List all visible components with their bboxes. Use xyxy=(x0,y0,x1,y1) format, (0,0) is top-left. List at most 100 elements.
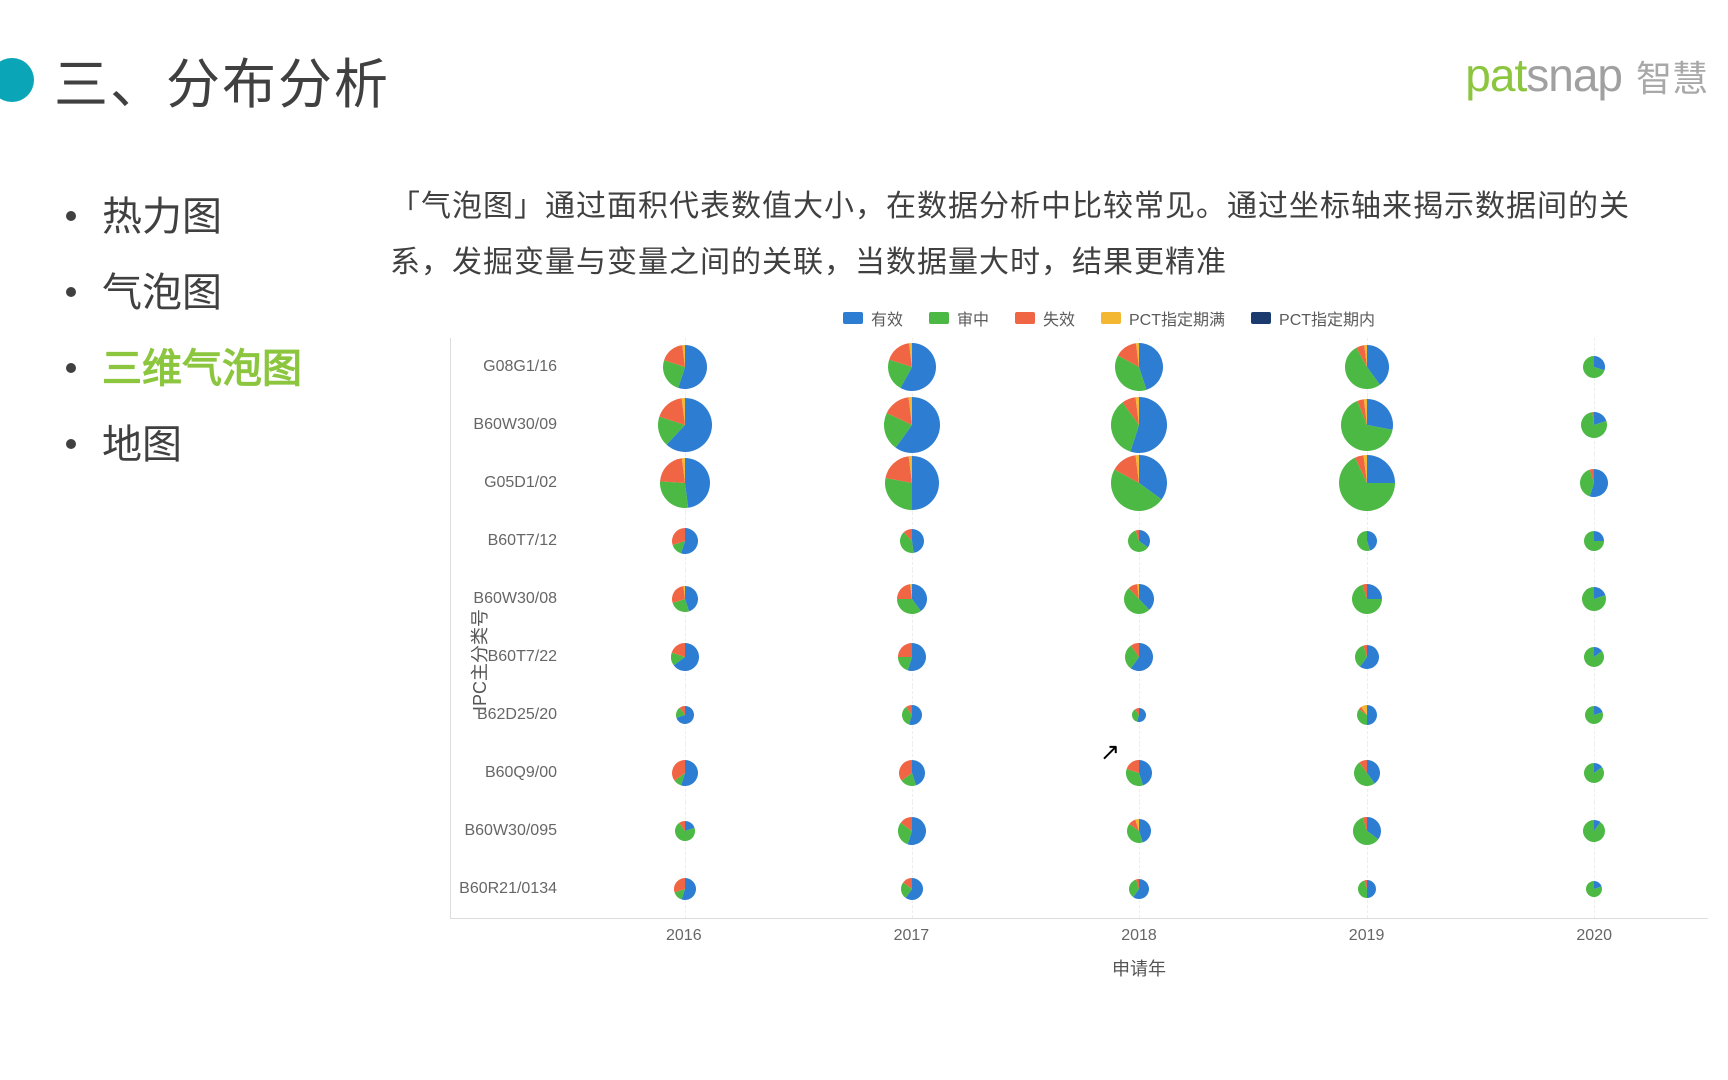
chart-cell[interactable] xyxy=(798,396,1025,454)
legend-item[interactable]: 有效 xyxy=(843,306,903,330)
y-axis-label: G05D1/02 xyxy=(451,474,571,492)
main: 「气泡图」通过面积代表数值大小，在数据分析中比较常见。通过坐标轴来揭示数据间的关… xyxy=(390,179,1728,1059)
chart-cell[interactable] xyxy=(1026,570,1253,628)
body: 热力图气泡图三维气泡图地图 「气泡图」通过面积代表数值大小，在数据分析中比较常见… xyxy=(0,129,1728,1059)
chart-cell[interactable] xyxy=(571,744,798,802)
chart-cell[interactable] xyxy=(1253,396,1480,454)
brand-cn: 智慧 xyxy=(1636,50,1708,102)
chart-cell[interactable] xyxy=(1026,628,1253,686)
chart-row-cells xyxy=(571,338,1708,396)
chart-cell[interactable] xyxy=(1253,860,1480,918)
legend-item[interactable]: 失效 xyxy=(1015,306,1075,330)
chart-cell[interactable] xyxy=(798,744,1025,802)
brand-part2: snap xyxy=(1526,48,1622,102)
chart-cell[interactable] xyxy=(1026,512,1253,570)
chart-cell[interactable] xyxy=(1481,686,1708,744)
x-axis-title: 申请年 xyxy=(450,955,1708,981)
chart-cell[interactable] xyxy=(1481,860,1708,918)
chart-cell[interactable] xyxy=(1481,396,1708,454)
chart-cell[interactable] xyxy=(1026,338,1253,396)
chart-row-cells xyxy=(571,744,1708,802)
chart-cell[interactable] xyxy=(571,628,798,686)
chart-cell[interactable] xyxy=(1253,512,1480,570)
chart-row: B60W30/09 xyxy=(451,396,1708,454)
chart-row: B60W30/095 xyxy=(451,802,1708,860)
chart-row-cells xyxy=(571,512,1708,570)
chart-cell[interactable] xyxy=(1481,454,1708,512)
legend-label: PCT指定期满 xyxy=(1129,306,1225,330)
sidebar-item[interactable]: 三维气泡图 xyxy=(60,331,390,407)
page-root: 三、分布分析 patsnap 智慧 热力图气泡图三维气泡图地图 「气泡图」通过面… xyxy=(0,0,1728,1080)
chart-cell[interactable] xyxy=(798,628,1025,686)
legend-swatch-icon xyxy=(1251,312,1271,324)
legend-swatch-icon xyxy=(1015,312,1035,324)
chart-cell[interactable] xyxy=(571,570,798,628)
y-axis-label: B60Q9/00 xyxy=(451,764,571,782)
chart-cell[interactable] xyxy=(798,454,1025,512)
chart-cell[interactable] xyxy=(1026,802,1253,860)
chart-cell[interactable] xyxy=(1481,744,1708,802)
sidebar-item[interactable]: 气泡图 xyxy=(60,255,390,331)
chart-cell[interactable] xyxy=(571,802,798,860)
legend-label: 失效 xyxy=(1043,306,1075,330)
chart-grid: G08G1/16 B60W30/09 G05D1/02 B60T7/12 B60W30/… xyxy=(450,338,1708,919)
chart-cell[interactable] xyxy=(1253,628,1480,686)
x-axis-label: 2018 xyxy=(1025,919,1253,945)
sidebar-item[interactable]: 热力图 xyxy=(60,179,390,255)
chart-area: 有效审中失效PCT指定期满PCT指定期内 IPC主分类号 G08G1/16B60… xyxy=(390,302,1708,1059)
chart-row-cells xyxy=(571,686,1708,744)
chart-cell[interactable] xyxy=(571,686,798,744)
x-axis-label: 2016 xyxy=(570,919,798,945)
chart-cell[interactable] xyxy=(1481,628,1708,686)
chart-cell[interactable] xyxy=(571,454,798,512)
chart-cell[interactable] xyxy=(798,512,1025,570)
sidebar: 热力图气泡图三维气泡图地图 xyxy=(60,179,390,1059)
sidebar-list: 热力图气泡图三维气泡图地图 xyxy=(60,179,390,483)
chart-cell[interactable] xyxy=(1253,570,1480,628)
chart-cell[interactable] xyxy=(571,338,798,396)
chart-row-cells xyxy=(571,628,1708,686)
chart-cell[interactable] xyxy=(798,686,1025,744)
chart-cell[interactable] xyxy=(1026,860,1253,918)
chart-cell[interactable] xyxy=(1253,454,1480,512)
chart-cell[interactable] xyxy=(1253,744,1480,802)
legend-item[interactable]: PCT指定期内 xyxy=(1251,306,1375,330)
chart-plot: IPC主分类号 G08G1/16B60W30/09G05D1/02B60T7/1… xyxy=(450,338,1708,981)
chart-cell[interactable] xyxy=(571,860,798,918)
chart-cell[interactable] xyxy=(1026,454,1253,512)
chart-cell[interactable] xyxy=(1481,570,1708,628)
chart-cell[interactable] xyxy=(1026,396,1253,454)
legend-label: 审中 xyxy=(957,306,989,330)
chart-cell[interactable] xyxy=(571,396,798,454)
chart-cell[interactable] xyxy=(1253,338,1480,396)
legend-item[interactable]: PCT指定期满 xyxy=(1101,306,1225,330)
legend-item[interactable]: 审中 xyxy=(929,306,989,330)
chart-cell[interactable] xyxy=(1481,512,1708,570)
legend-label: 有效 xyxy=(871,306,903,330)
page-title: 三、分布分析 xyxy=(54,40,390,119)
chart-cell[interactable] xyxy=(571,512,798,570)
chart-cell[interactable] xyxy=(1026,744,1253,802)
y-axis-label: G08G1/16 xyxy=(451,358,571,376)
chart-cell[interactable] xyxy=(798,570,1025,628)
chart-cell[interactable] xyxy=(798,802,1025,860)
chart-row-cells xyxy=(571,454,1708,512)
chart-cell[interactable] xyxy=(1481,802,1708,860)
sidebar-item[interactable]: 地图 xyxy=(60,407,390,483)
legend-label: PCT指定期内 xyxy=(1279,306,1375,330)
chart-cell[interactable] xyxy=(1253,802,1480,860)
chart-row: B60W30/08 xyxy=(451,570,1708,628)
chart-cell[interactable] xyxy=(1026,686,1253,744)
chart-row: B60R21/0134 xyxy=(451,860,1708,918)
brand-part1: pat xyxy=(1465,48,1526,102)
brand-logo: patsnap 智慧 xyxy=(1465,48,1708,102)
chart-cell[interactable] xyxy=(798,860,1025,918)
chart-row-cells xyxy=(571,860,1708,918)
chart-row: G08G1/16 xyxy=(451,338,1708,396)
y-axis-label: B60T7/12 xyxy=(451,532,571,550)
chart-cell[interactable] xyxy=(798,338,1025,396)
chart-row-cells xyxy=(571,396,1708,454)
x-axis-label: 2020 xyxy=(1480,919,1708,945)
chart-cell[interactable] xyxy=(1481,338,1708,396)
chart-cell[interactable] xyxy=(1253,686,1480,744)
